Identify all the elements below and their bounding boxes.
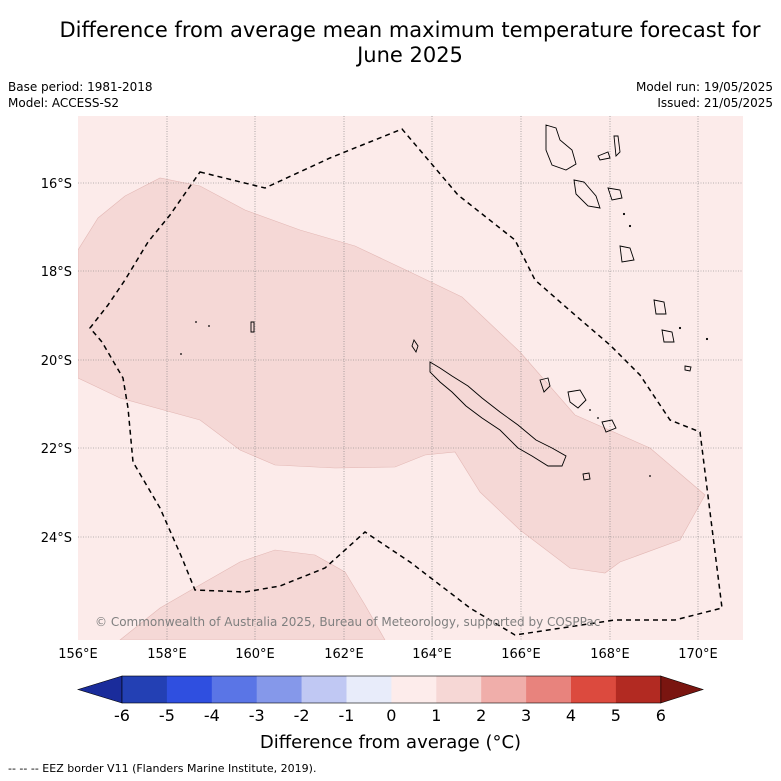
vanuatu-epi	[607, 187, 623, 201]
lon-label-168e: 168°E	[590, 647, 630, 662]
vanuatu-espiritu	[545, 124, 577, 171]
colorbar-segment	[211, 676, 257, 703]
meta-left: Base period: 1981-2018 Model: ACCESS-S2	[8, 79, 153, 111]
lat-label-24s: 24°S	[41, 531, 72, 546]
loyalty-lifou	[567, 389, 587, 409]
colorbar-extend-low	[76, 675, 123, 704]
map-title: Difference from average mean maximum tem…	[59, 18, 761, 67]
anomaly-region-main	[78, 177, 706, 574]
vanuatu-malekula	[573, 179, 601, 209]
colorbar-segment	[615, 676, 662, 703]
issued-date: Issued: 21/05/2025	[657, 96, 773, 110]
coastlines	[250, 124, 692, 481]
colorbar-outline	[121, 675, 662, 704]
colorbar-tick-label: -4	[204, 706, 220, 725]
meta-right: Model run: 19/05/2025 Issued: 21/05/2025	[636, 79, 773, 111]
colorbar-tick-label: 0	[386, 706, 396, 725]
island-west-1	[250, 321, 255, 333]
lat-label-20s: 20°S	[41, 354, 72, 369]
lon-label-166e: 166°E	[501, 647, 541, 662]
model-name: Model: ACCESS-S2	[8, 96, 120, 110]
colorbar-segment	[526, 676, 572, 703]
copyright-text: © Commonwealth of Australia 2025, Bureau…	[95, 615, 600, 629]
colorbar-tick-label: -2	[294, 706, 310, 725]
loyalty-mare	[601, 419, 617, 433]
base-period: Base period: 1981-2018	[8, 80, 153, 94]
colorbar-segment	[122, 676, 168, 703]
model-run: Model run: 19/05/2025	[635, 80, 773, 94]
colorbar-tick-label: 6	[656, 706, 666, 725]
colorbar-tick-label: 1	[431, 706, 441, 725]
lat-label-22s: 22°S	[41, 442, 72, 457]
anomaly-region-south	[119, 549, 386, 640]
lon-label-158e: 158°E	[147, 647, 187, 662]
lon-label-156e: 156°E	[58, 647, 98, 662]
isle-of-pines	[582, 472, 591, 481]
graticule	[78, 116, 743, 640]
colorbar-label: Difference from average (°C)	[259, 732, 522, 753]
colorbar-segment	[436, 676, 482, 703]
colorbar-segment	[256, 676, 302, 703]
colorbar-tick-label: -5	[159, 706, 175, 725]
colorbar-segment	[391, 676, 437, 703]
small-islets	[180, 212, 709, 477]
lat-label-18s: 18°S	[41, 265, 72, 280]
colorbar-segment	[346, 676, 392, 703]
colorbar-tick-label: 2	[476, 706, 486, 725]
vanuatu-erromango	[653, 299, 667, 315]
colorbar-segment	[301, 676, 347, 703]
eez-border	[89, 128, 723, 636]
colorbar-extend-high	[660, 675, 704, 704]
lat-label-16s: 16°S	[41, 177, 72, 192]
lon-label-164e: 164°E	[412, 647, 452, 662]
colorbar-tick-label: 4	[566, 706, 576, 725]
lon-label-160e: 160°E	[235, 647, 275, 662]
vanuatu-malo	[597, 151, 611, 161]
lon-label-162e: 162°E	[324, 647, 364, 662]
colorbar-segment	[166, 676, 213, 703]
lon-label-170e: 170°E	[678, 647, 718, 662]
colorbar	[76, 675, 704, 704]
lon-axis-labels: 156°E 158°E 160°E 162°E 164°E 166°E 168°…	[58, 647, 718, 662]
colorbar-tick-label: 3	[521, 706, 531, 725]
colorbar-tick-label: -3	[249, 706, 265, 725]
colorbar-tick-label: 5	[611, 706, 621, 725]
colorbar-tick-label: -1	[339, 706, 355, 725]
vanuatu-tanna	[661, 329, 675, 343]
loyalty-ouvea	[539, 377, 551, 393]
new-caledonia-coast	[429, 361, 567, 467]
vanuatu-efate	[619, 245, 635, 263]
lat-axis-labels: 16°S 18°S 20°S 22°S 24°S	[41, 177, 72, 546]
colorbar-segment	[481, 676, 527, 703]
map-panel	[78, 116, 743, 640]
colorbar-tick-label: -6	[114, 706, 130, 725]
colorbar-ticks: -6 -5 -4 -3 -2 -1 0 1 2 3 4 5 6	[114, 706, 666, 725]
colorbar-segment	[571, 676, 617, 703]
island-north-nc	[411, 338, 419, 354]
vanuatu-ambae	[613, 135, 621, 157]
vanuatu-aneityum	[684, 365, 692, 372]
eez-legend-footer: -- -- -- EEZ border V11 (Flanders Marine…	[8, 762, 317, 775]
